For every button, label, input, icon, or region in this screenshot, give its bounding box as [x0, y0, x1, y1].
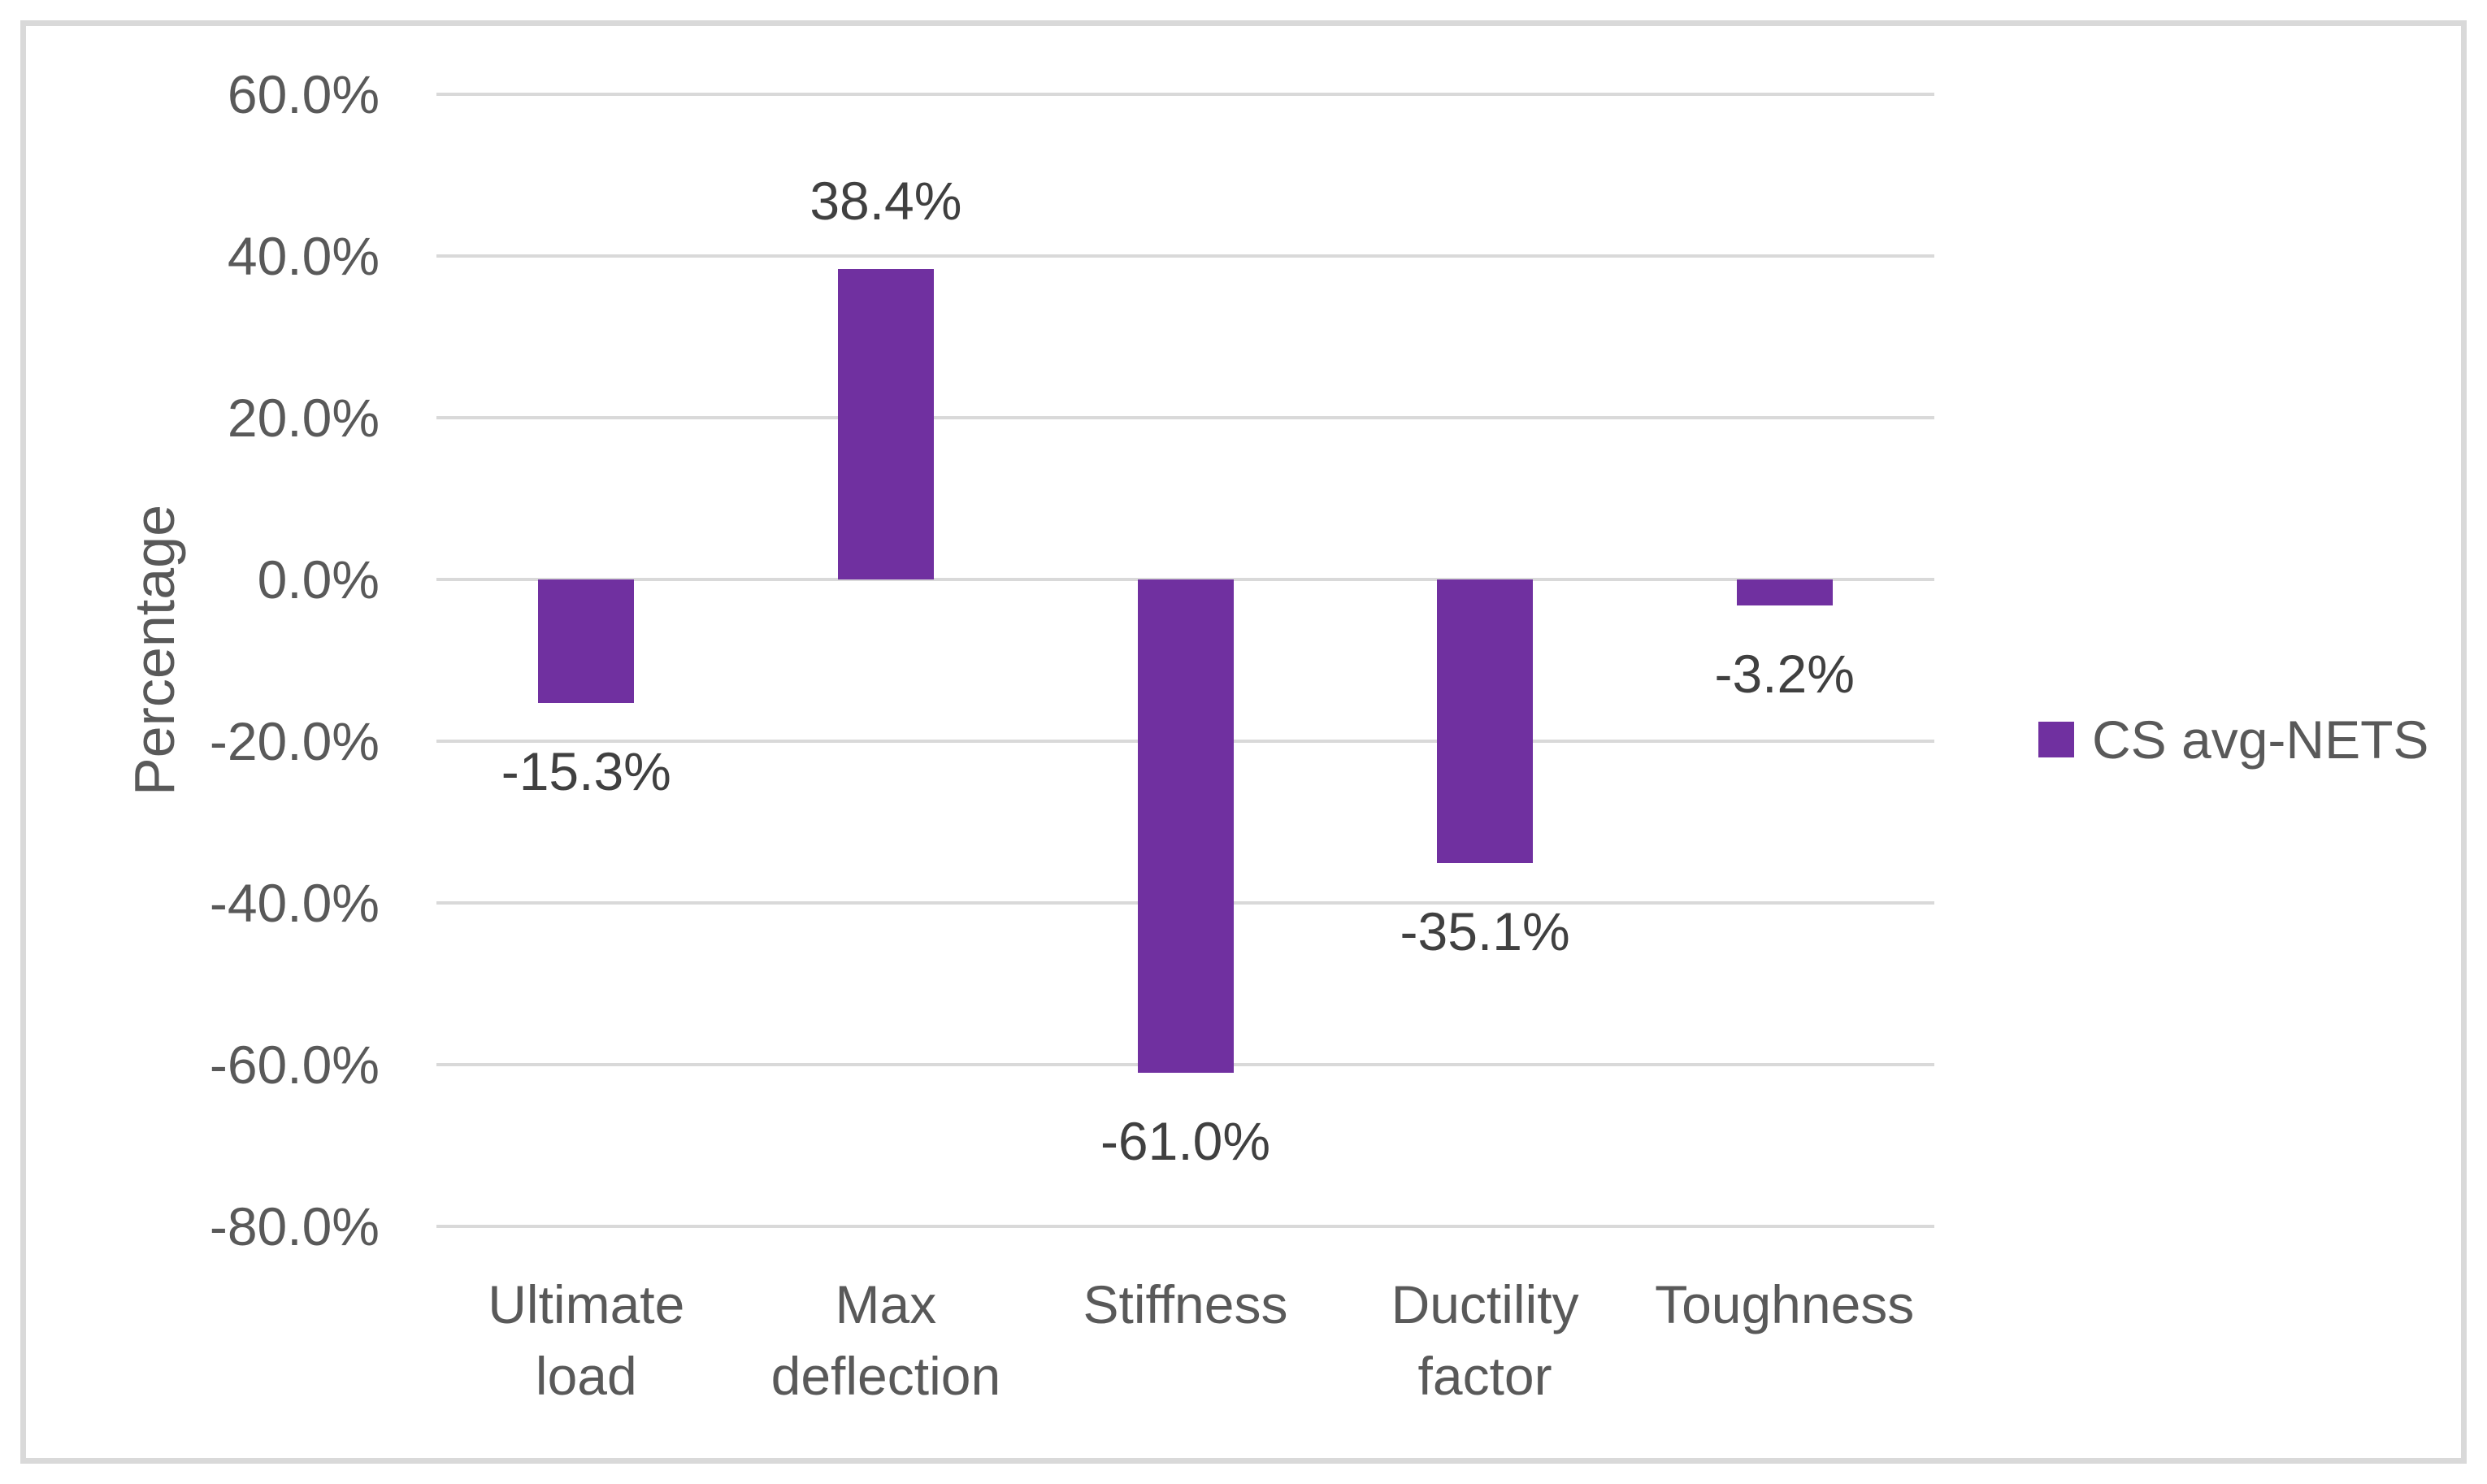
data-label-ductility-factor: -35.1% [1400, 901, 1570, 962]
category-label-ductility-factor-line-1: Ductility [1391, 1274, 1579, 1334]
category-label-ultimate-load-line-1: Ultimate [488, 1274, 685, 1334]
bar-max-deflection[interactable] [837, 268, 934, 579]
bar-stiffness[interactable] [1137, 579, 1234, 1073]
bar-ultimate-load[interactable] [538, 579, 635, 704]
y-tick-label-60-0-: 60.0% [227, 64, 380, 124]
category-label-ductility-factor-line-2: factor [1417, 1346, 1552, 1406]
legend-marker-icon[interactable] [2038, 722, 2074, 757]
y-tick-label-20-0-: 20.0% [227, 388, 380, 448]
gridline-40-0- [436, 254, 1934, 258]
y-axis-title: Percentage [123, 504, 186, 796]
category-label-max-deflection-line-1: Max [835, 1274, 937, 1334]
data-label-ultimate-load: -15.3% [501, 741, 671, 802]
category-label-max-deflection-line-2: deflection [770, 1346, 1001, 1406]
gridline-60-0- [436, 93, 1934, 96]
data-label-max-deflection: 38.4% [809, 170, 962, 231]
y-tick-label--60-0-: -60.0% [209, 1035, 380, 1095]
bar-ductility-factor[interactable] [1437, 579, 1534, 864]
y-tick-label-0-0-: 0.0% [257, 549, 380, 610]
y-tick-label-40-0-: 40.0% [227, 226, 380, 286]
legend-label: CS avg-NETS [2092, 709, 2429, 770]
data-label-toughness: -3.2% [1714, 643, 1855, 704]
category-label-ultimate-load-line-2: load [535, 1346, 637, 1406]
data-label-stiffness: -61.0% [1100, 1110, 1271, 1171]
y-tick-label--80-0-: -80.0% [209, 1196, 380, 1256]
y-tick-label--40-0-: -40.0% [209, 873, 380, 933]
legend[interactable]: CS avg-NETS [2038, 713, 2428, 766]
category-label-stiffness-line-1: Stiffness [1083, 1274, 1288, 1334]
gridline-20-0- [436, 416, 1934, 419]
gridline--80-0- [436, 1225, 1934, 1228]
category-label-toughness-line-1: Toughness [1655, 1274, 1915, 1334]
bar-toughness[interactable] [1736, 579, 1833, 605]
y-tick-label--20-0-: -20.0% [209, 711, 380, 771]
